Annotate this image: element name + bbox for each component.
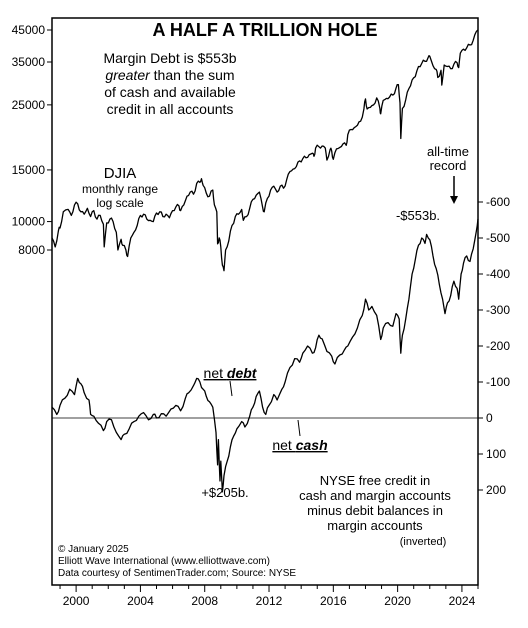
- left-tick-label: 15000: [12, 163, 46, 177]
- right-tick-label: -600: [486, 195, 510, 209]
- chart-svg: 2000200420082012201620202024800010000150…: [0, 0, 528, 628]
- djia-sublabel: monthly range: [82, 182, 158, 196]
- chart-title: A HALF A TRILLION HOLE: [153, 20, 378, 40]
- net-debt-arrow: [230, 381, 232, 396]
- x-tick-label: 2024: [449, 594, 476, 608]
- x-tick-label: 2020: [384, 594, 411, 608]
- right-tick-label: -500: [486, 231, 510, 245]
- nyse-description: NYSE free credit in: [320, 473, 431, 488]
- x-tick-label: 2012: [256, 594, 283, 608]
- left-tick-label: 8000: [18, 243, 45, 257]
- x-tick-label: 2016: [320, 594, 347, 608]
- nyse-description: minus debit balances in: [307, 503, 443, 518]
- right-tick-label: 100: [486, 447, 506, 461]
- left-tick-label: 25000: [12, 98, 46, 112]
- right-tick-label: -400: [486, 267, 510, 281]
- chart-subtitle: greater than the sum: [105, 67, 234, 83]
- chart-subtitle: of cash and available: [104, 84, 236, 100]
- minus-553-label: -$553b.: [396, 208, 440, 223]
- left-axis: 8000 10000 15000 25000 35000 45000: [12, 23, 52, 257]
- left-tick-label: 35000: [12, 55, 46, 69]
- alltime-record-label: record: [430, 158, 467, 173]
- credit-line: [52, 219, 478, 492]
- chart-subtitle: credit in all accounts: [107, 101, 234, 117]
- right-tick-label: -300: [486, 303, 510, 317]
- nyse-inverted-note: (inverted): [400, 536, 446, 548]
- left-tick-label: 45000: [12, 23, 46, 37]
- right-tick-label: 0: [486, 411, 493, 425]
- net-cash-arrow: [298, 420, 300, 436]
- x-tick-label: 2008: [191, 594, 218, 608]
- credits-line: Elliott Wave International (www.elliottw…: [58, 556, 270, 567]
- djia-sublabel: log scale: [96, 196, 144, 210]
- nyse-description: cash and margin accounts: [299, 488, 451, 503]
- right-tick-label: -100: [486, 375, 510, 389]
- x-tick-label: 2000: [63, 594, 90, 608]
- plus-205-label: +$205b.: [201, 485, 248, 500]
- chart-container: 2000200420082012201620202024800010000150…: [0, 0, 528, 628]
- x-axis: 2000 2004 2008 2012 2016 2020 2024: [60, 585, 478, 608]
- right-axis: -600 -500 -400 -300 -200 -100 0 100 200: [478, 195, 510, 497]
- djia-label: DJIA: [104, 165, 137, 182]
- net-debt-label: net debt: [204, 365, 258, 381]
- right-tick-label: 200: [486, 483, 506, 497]
- chart-subtitle: Margin Debt is $553b: [103, 50, 236, 66]
- alltime-record-label: all-time: [427, 144, 469, 159]
- x-tick-label: 2004: [127, 594, 154, 608]
- net-cash-label: net cash: [272, 437, 327, 453]
- left-tick-label: 10000: [12, 215, 46, 229]
- nyse-description: margin accounts: [327, 518, 423, 533]
- copyright: © January 2025: [58, 544, 129, 555]
- credits-line: Data courtesy of SentimenTrader.com; Sou…: [58, 568, 296, 579]
- arrow-down-icon: [450, 196, 458, 204]
- right-tick-label: -200: [486, 339, 510, 353]
